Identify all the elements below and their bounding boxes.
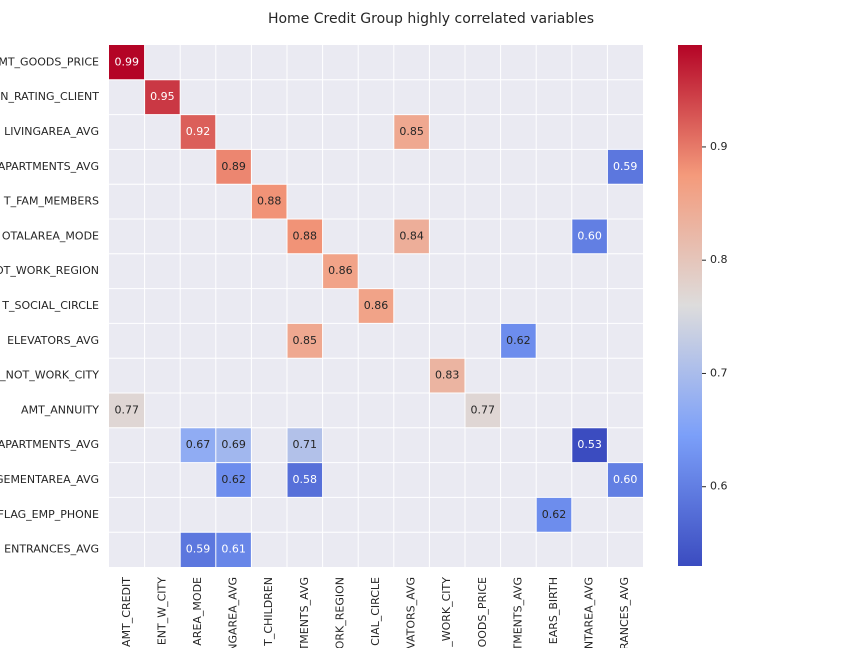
heatmap-cell [571,219,608,254]
cell-label: 0.85 [293,334,318,347]
heatmap-cell [180,114,216,150]
cell-label: 0.62 [221,473,246,486]
heatmap-cell [500,323,537,359]
heatmap-cell [251,184,287,219]
cell-label: 0.99 [115,55,140,68]
colorbar-tick-label: 0.8 [710,253,728,266]
x-tick-label: VATORS_AVG [405,577,418,648]
y-tick-label: _NOT_WORK_CITY [0,369,99,382]
cell-label: 0.77 [115,403,140,416]
colorbar-tick-label: 0.9 [710,140,728,153]
cell-label: 0.86 [364,299,389,312]
y-tick-label: OTALAREA_MODE [2,229,99,242]
y-tick-label: FLAG_EMP_PHONE [0,508,99,521]
heatmap-cell [287,427,323,463]
y-tick-label: T_FAM_MEMBERS [3,195,99,208]
y-tick-label: ELEVATORS_AVG [7,334,99,347]
heatmap-cell [215,427,252,463]
heatmap-cell [215,532,252,567]
y-tick-label: N_RATING_CLIENT [0,90,99,103]
cell-label: 0.60 [613,473,638,486]
colorbar [678,45,702,566]
x-tick-label: EARS_BIRTH [547,577,560,644]
heatmap-cell [109,393,145,428]
colorbar-tick-label: 0.7 [710,366,728,379]
cell-label: 0.69 [221,438,246,451]
heatmap-cell [287,462,323,498]
cell-label: 0.59 [186,543,211,556]
x-tick-label: AREA_MODE [191,577,204,646]
cell-label: 0.95 [150,90,175,103]
x-tick-label: TMENTS_AVG [511,577,524,648]
cell-label: 0.85 [399,125,424,138]
heatmap-cell [287,323,323,359]
heatmap-cell [109,45,145,80]
y-tick-label: APARTMENTS_AVG [0,438,99,451]
y-tick-label: MT_GOODS_PRICE [0,55,99,68]
colorbar-tick-label: 0.6 [710,480,728,493]
cell-label: 0.59 [613,160,638,173]
x-tick-label: RANCES_AVG [618,577,631,648]
y-tick-label: ENTRANCES_AVG [4,543,99,556]
heatmap-cell [180,532,216,567]
x-tick-label: GOODS_PRICE [476,577,489,648]
heatmap-cell [215,149,252,185]
x-tick-label: AMT_CREDIT [120,577,133,647]
heatmap-cell [429,358,465,393]
cell-label: 0.60 [577,229,602,242]
heatmap-cell [358,288,394,324]
cell-label: 0.62 [506,334,531,347]
cell-label: 0.89 [221,160,246,173]
cell-label: 0.84 [399,229,424,242]
cell-label: 0.88 [293,229,318,242]
cell-label: 0.71 [293,438,318,451]
y-tick-label: T_SOCIAL_CIRCLE [1,299,99,312]
cell-label: 0.88 [257,195,282,208]
heatmap-cell [536,497,572,533]
heatmap-cell [144,79,181,115]
y-tick-label: GEMENTAREA_AVG [0,473,99,486]
cell-label: 0.58 [293,473,318,486]
heatmap-cell [180,427,216,463]
cell-label: 0.53 [577,438,602,451]
heatmap-cell [607,149,643,185]
cell-label: 0.62 [542,508,567,521]
x-tick-label: ORK_REGION [333,577,346,648]
y-tick-label: APARTMENTS_AVG [0,160,99,173]
heatmap-cell [465,393,501,428]
cell-label: 0.61 [221,543,246,556]
x-tick-label: ENT_W_CITY [155,577,168,645]
heatmap-cell [607,462,643,498]
x-tick-label: _WORK_CITY [440,577,453,648]
x-tick-label: TMENTS_AVG [298,577,311,648]
cell-label: 0.67 [186,438,211,451]
chart-title: Home Credit Group highly correlated vari… [268,11,594,27]
cell-label: 0.86 [328,264,353,277]
heatmap-cell [215,462,252,498]
y-tick-label: AMT_ANNUITY [21,403,99,416]
cell-label: 0.92 [186,125,211,138]
heatmap-cell [287,219,323,254]
x-tick-label: INGAREA_AVG [227,577,240,648]
y-tick-label: LIVINGAREA_AVG [4,125,99,138]
heatmap-cell [393,114,430,150]
x-tick-label: T_CHILDREN [262,577,275,647]
cell-label: 0.83 [435,369,460,382]
y-tick-label: OT_WORK_REGION [0,264,99,277]
heatmap-cell [571,427,608,463]
x-tick-label: CIAL_CIRCLE [369,577,382,646]
cell-label: 0.77 [471,403,496,416]
heatmap-cell [393,219,430,254]
heatmap-cell [322,253,359,289]
x-tick-label: NTAREA_AVG [583,577,596,648]
